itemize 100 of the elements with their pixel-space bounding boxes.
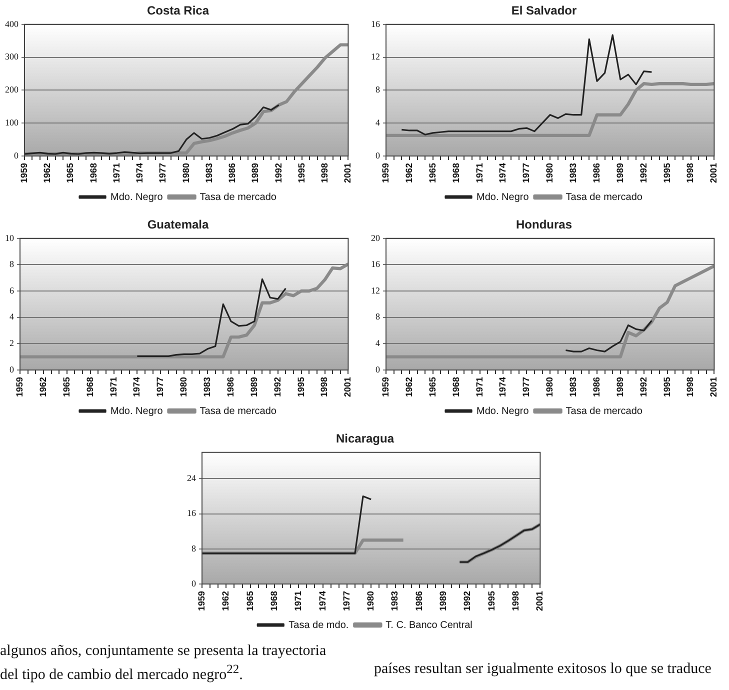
y-tick-label: 24 — [187, 473, 196, 484]
y-tick-label: 4 — [10, 312, 14, 322]
y-tick-label: 16 — [187, 508, 196, 518]
x-tick-label: 1992 — [638, 376, 648, 398]
legend-label: Tasa de mercado — [566, 192, 643, 203]
x-tick-label: 1959 — [380, 376, 390, 398]
y-tick-label: 0 — [376, 150, 380, 160]
x-tick-label: 1977 — [521, 376, 532, 398]
x-tick-label: 1992 — [272, 376, 282, 398]
legend-label: T. C. Banco Central — [386, 620, 472, 631]
x-tick-label: 2001 — [342, 376, 353, 398]
x-tick-label: 1998 — [685, 376, 696, 398]
x-tick-label: 1962 — [38, 376, 48, 398]
x-tick-label: 1989 — [250, 162, 260, 184]
y-tick-label: 8 — [192, 543, 196, 554]
x-tick-label: 1962 — [220, 590, 231, 612]
x-tick-label: 1977 — [341, 590, 352, 612]
y-tick-label: 0 — [192, 578, 196, 588]
x-tick-label: 1983 — [390, 590, 400, 612]
y-tick-label: 6 — [10, 285, 14, 296]
legend-label: Tasa de mercado — [200, 192, 277, 203]
x-tick-label: 1992 — [462, 590, 472, 612]
x-tick-label: 1983 — [202, 376, 212, 398]
x-tick-label: 1986 — [591, 162, 602, 184]
x-tick-label: 1980 — [366, 590, 376, 612]
x-tick-label: 1998 — [685, 162, 696, 184]
legend-label: Mdo. Negro — [110, 406, 164, 417]
x-tick-label: 1965 — [244, 590, 255, 612]
chart-title: Nicaragua — [336, 432, 394, 446]
x-tick-label: 1986 — [414, 590, 424, 612]
y-tick-label: 10 — [5, 232, 14, 243]
x-tick-label: 1968 — [268, 590, 279, 612]
x-tick-label: 1962 — [404, 162, 414, 184]
y-tick-label: 400 — [5, 18, 19, 29]
x-tick-label: 1986 — [227, 162, 238, 184]
x-tick-label: 1989 — [614, 162, 625, 184]
x-tick-label: 1989 — [438, 590, 448, 612]
x-tick-label: 1965 — [427, 162, 438, 184]
y-tick-label: 16 — [371, 259, 380, 270]
x-tick-label: 2001 — [708, 376, 719, 398]
x-tick-label: 1959 — [14, 376, 24, 398]
x-tick-label: 1992 — [273, 162, 284, 184]
x-tick-label: 1995 — [486, 590, 496, 612]
chart-title: Costa Rica — [146, 4, 210, 18]
x-tick-label: 1980 — [544, 162, 555, 184]
text: países resultan ser igualmente exitosos lo que se traduce — [374, 661, 712, 678]
y-tick-label: 8 — [376, 312, 380, 322]
x-tick-label: 1998 — [320, 162, 330, 184]
x-tick-label: 1992 — [638, 162, 648, 184]
x-tick-label: 1965 — [61, 376, 72, 398]
x-tick-label: 1995 — [296, 162, 306, 184]
x-tick-label: 1971 — [474, 376, 484, 398]
chart-title: Guatemala — [147, 218, 210, 232]
x-tick-label: 1971 — [293, 590, 304, 612]
x-tick-label: 1977 — [155, 376, 166, 398]
y-tick-label: 8 — [376, 84, 380, 95]
x-tick-label: 1989 — [614, 376, 625, 398]
legend-label: Mdo. Negro — [476, 192, 530, 203]
x-tick-label: 2001 — [534, 590, 545, 612]
y-tick-label: 0 — [14, 150, 19, 160]
x-tick-label: 1983 — [568, 376, 578, 398]
x-tick-label: 1980 — [180, 162, 191, 184]
x-tick-label: 1962 — [404, 376, 414, 398]
x-tick-label: 1971 — [108, 376, 118, 398]
legend-label: Tasa de mercado — [566, 406, 643, 417]
y-tick-label: 2 — [10, 338, 14, 348]
x-tick-label: 1971 — [111, 162, 122, 184]
legend-label: Tasa de mdo. — [288, 620, 349, 631]
x-tick-label: 1983 — [568, 162, 578, 184]
x-tick-label: 2001 — [342, 162, 353, 184]
y-tick-label: 200 — [5, 84, 19, 95]
x-tick-label: 1968 — [450, 376, 461, 398]
x-tick-label: 1962 — [42, 162, 52, 184]
y-tick-label: 4 — [376, 117, 380, 128]
x-tick-label: 1959 — [380, 162, 390, 184]
x-tick-label: 1974 — [498, 376, 508, 398]
x-tick-label: 1998 — [319, 376, 330, 398]
y-tick-label: 12 — [371, 52, 380, 62]
y-tick-label: 0 — [10, 364, 14, 374]
x-tick-label: 1986 — [225, 376, 236, 398]
x-tick-label: 1968 — [88, 162, 98, 184]
text: del tipo de cambio del mercado negro$^{22}$. — [0, 661, 243, 684]
x-tick-label: 1968 — [84, 376, 95, 398]
x-tick-label: 1974 — [317, 590, 328, 612]
chart-title: El Salvador — [511, 4, 578, 18]
x-tick-label: 1974 — [134, 162, 145, 184]
x-tick-label: 1977 — [158, 162, 168, 184]
y-tick-label: 300 — [5, 52, 19, 62]
y-tick-label: 12 — [371, 285, 380, 296]
text: algunos años, conjuntamente se presenta la trayectoria — [0, 643, 326, 660]
chart-title: Honduras — [516, 218, 572, 232]
legend-label: Mdo. Negro — [476, 406, 530, 417]
y-tick-label: 100 — [5, 117, 19, 128]
x-tick-label: 1971 — [474, 162, 484, 184]
x-tick-label: 1986 — [591, 376, 602, 398]
x-tick-label: 1998 — [510, 590, 521, 612]
x-tick-label: 1974 — [498, 162, 508, 184]
x-tick-label: 1959 — [196, 590, 206, 612]
x-tick-label: 1965 — [65, 162, 76, 184]
x-tick-label: 1983 — [204, 162, 214, 184]
